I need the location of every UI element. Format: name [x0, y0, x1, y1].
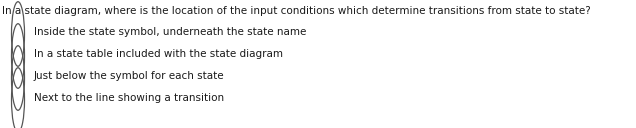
Text: Inside the state symbol, underneath the state name: Inside the state symbol, underneath the … — [34, 27, 307, 37]
Text: Just below the symbol for each state: Just below the symbol for each state — [34, 71, 225, 81]
Text: In a state diagram, where is the location of the input conditions which determin: In a state diagram, where is the locatio… — [2, 6, 591, 16]
Text: Next to the line showing a transition: Next to the line showing a transition — [34, 93, 224, 103]
Text: In a state table included with the state diagram: In a state table included with the state… — [34, 49, 283, 59]
